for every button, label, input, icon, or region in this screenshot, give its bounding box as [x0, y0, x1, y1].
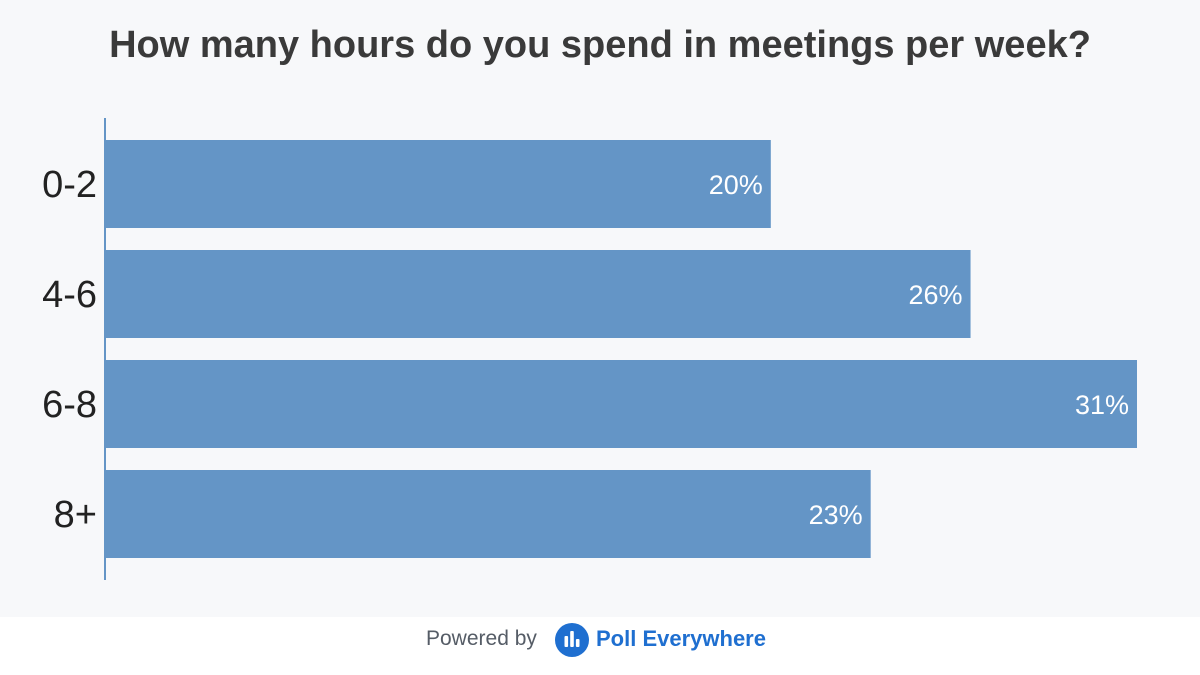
value-label-6-8: 31% — [1075, 390, 1129, 420]
category-label-8+: 8+ — [54, 494, 97, 536]
category-label-0-2: 0-2 — [42, 164, 97, 206]
bar-6-8 — [105, 360, 1137, 448]
value-label-0-2: 20% — [709, 170, 763, 200]
value-label-8+: 23% — [809, 500, 863, 530]
poll-everywhere-brand[interactable]: Poll Everywhere — [596, 626, 766, 651]
bar-chart: 20% 0-2 26% 4-6 31% 6-8 23% 8+ — [42, 118, 1137, 580]
category-label-6-8: 6-8 — [42, 384, 97, 426]
bar-4-6 — [105, 250, 971, 338]
chart-title: How many hours do you spend in meetings … — [109, 24, 1091, 66]
value-label-4-6: 26% — [909, 280, 963, 310]
category-label-4-6: 4-6 — [42, 274, 97, 316]
footer — [0, 617, 1200, 675]
poll-everywhere-logo-icon[interactable] — [554, 622, 590, 658]
bar-8+ — [105, 470, 871, 558]
bar-0-2 — [105, 140, 771, 228]
powered-by-text: Powered by — [426, 627, 537, 650]
chart-area: How many hours do you spend in meetings … — [42, 24, 1137, 580]
